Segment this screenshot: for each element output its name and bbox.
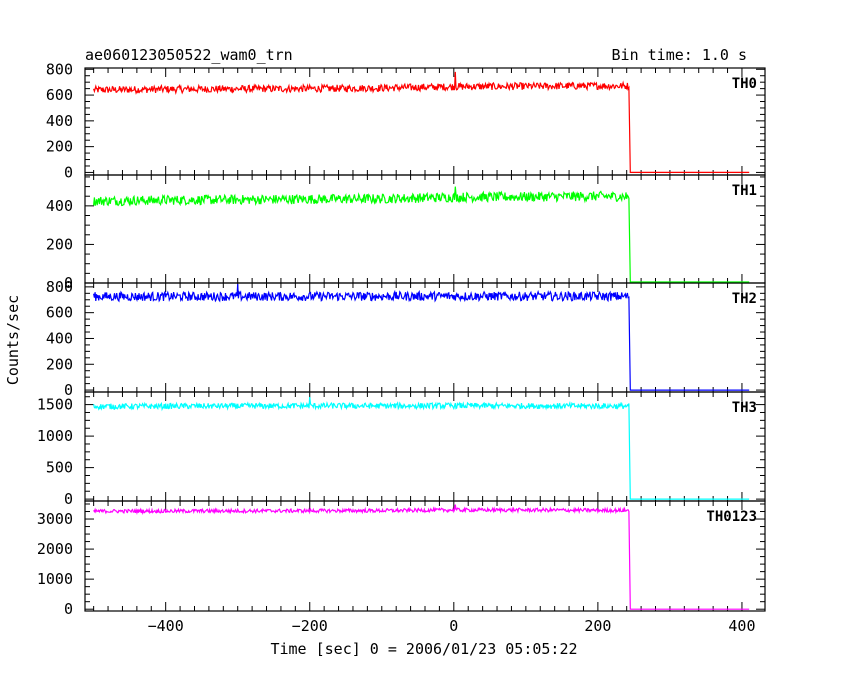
y-tick-label: 400 [46, 197, 73, 215]
y-tick-label: 0 [64, 163, 73, 181]
panel-label: TH0 [732, 76, 757, 92]
x-tick-label: −200 [292, 617, 328, 635]
panel-th1: 0 200 400 TH1 [46, 174, 766, 292]
y-tick-label: 400 [46, 112, 73, 130]
series-line-th0 [93, 71, 750, 173]
series-line-th1 [93, 186, 750, 283]
panel-frame [84, 391, 766, 502]
bin-time-label: Bin time: 1.0 s [612, 46, 747, 64]
panel-label: TH3 [732, 400, 757, 416]
x-tick-label: −400 [148, 617, 184, 635]
x-tick-label: 400 [728, 617, 755, 635]
x-axis-title: Time [sec] 0 = 2006/01/23 05:05:22 [270, 640, 577, 658]
panel-label: TH0123 [706, 509, 757, 525]
y-tick-label: 400 [46, 329, 73, 347]
y-tick-label: 3000 [37, 510, 73, 528]
panel-th2: 0 200 400 600 800 TH2 [46, 278, 766, 399]
x-tick-label: 200 [584, 617, 611, 635]
y-tick-label: 800 [46, 60, 73, 78]
panel-frame [84, 67, 766, 176]
panel-frame [84, 500, 766, 612]
y-tick-label: 0 [64, 381, 73, 399]
y-tick-label: 500 [46, 459, 73, 477]
panel-th0123: 0 1000 2000 3000 TH0123 [37, 500, 766, 618]
y-tick-label: 2000 [37, 540, 73, 558]
x-tick-label: 0 [449, 617, 458, 635]
panel-label: TH1 [732, 183, 757, 199]
panels-group: 0 200 400 600 800 TH0 0 200 400 TH1 0 200 400 600 800 T… [37, 60, 766, 635]
y-tick-label: 1000 [37, 570, 73, 588]
series-line-th3 [93, 396, 750, 500]
y-tick-label: 1000 [37, 427, 73, 445]
y-tick-label: 0 [64, 274, 73, 292]
y-tick-label: 200 [46, 138, 73, 156]
panel-frame [84, 174, 766, 284]
series-line-th0123 [93, 504, 750, 610]
panel-label: TH2 [732, 291, 757, 307]
y-tick-label: 200 [46, 355, 73, 373]
chart-title: ae060123050522_wam0_trn [85, 46, 293, 64]
panel-th0: 0 200 400 600 800 TH0 [46, 60, 766, 181]
panel-th3: 0 500 1000 1500 TH3 [37, 391, 766, 508]
y-tick-label: 0 [64, 600, 73, 618]
y-axis-title: Counts/sec [4, 295, 22, 385]
y-tick-label: 200 [46, 235, 73, 253]
panel-frame [84, 282, 766, 393]
y-tick-label: 800 [46, 278, 73, 296]
y-tick-label: 600 [46, 304, 73, 322]
y-tick-label: 1500 [37, 396, 73, 414]
y-tick-label: 0 [64, 490, 73, 508]
y-tick-label: 600 [46, 86, 73, 104]
series-line-th2 [93, 283, 750, 391]
